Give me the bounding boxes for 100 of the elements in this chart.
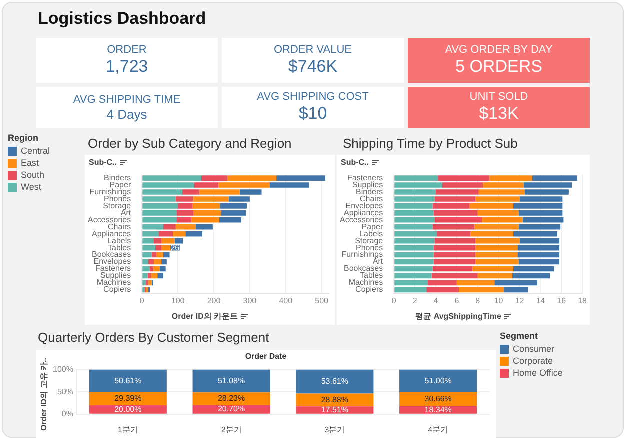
data-label: 30.66%: [424, 394, 452, 404]
text: $13K: [478, 104, 520, 124]
bar: [192, 392, 270, 406]
data-label: 28.88%: [321, 395, 348, 404]
x-tick-label: 2분기: [221, 425, 242, 434]
bar: [142, 266, 150, 272]
bar: [160, 266, 166, 272]
y-tick-label: 50%: [57, 387, 74, 396]
x-tick-label: 0: [140, 296, 145, 306]
bar: [432, 273, 478, 279]
bar: [428, 280, 457, 286]
bar: [434, 252, 476, 258]
bar: [394, 259, 434, 265]
x-tick-label: 6: [454, 296, 460, 306]
y-tick-label: Phones: [104, 194, 132, 204]
y-tick-label: Furnishings: [342, 250, 384, 260]
x-tick-label: 200: [207, 296, 222, 306]
bar: [518, 252, 560, 258]
y-tick-label: Labels: [108, 236, 132, 246]
bar: [162, 245, 171, 251]
legend-label: Consumer: [513, 344, 555, 354]
y-tick-label: Machines: [96, 278, 132, 288]
bar: [192, 405, 270, 414]
data-label: 51.00%: [424, 376, 452, 386]
data-label: 17.51%: [321, 405, 348, 414]
x-tick-label: 2: [412, 296, 418, 306]
bar: [476, 259, 519, 265]
text: AVG SHIPPING COST: [256, 91, 370, 103]
y-tick-label: Phones: [356, 243, 384, 252]
y-tick-label: Copiers: [356, 285, 384, 294]
chart-title: Quarterly Orders By Customer Segment: [38, 330, 270, 345]
legend-label: South: [21, 170, 45, 180]
bar: [394, 245, 434, 251]
bar: [400, 370, 478, 393]
x-tick-label: 0: [392, 296, 397, 306]
chart-title: Shipping Time by Product Sub: [343, 136, 518, 151]
bar: [394, 252, 434, 258]
y-tick-label: Furnishings: [90, 187, 132, 196]
text: ORDER: [106, 44, 148, 56]
bar: [518, 259, 560, 265]
bar: [142, 259, 148, 265]
text: AVG SHIPPING TIME: [72, 94, 182, 106]
bar: [394, 266, 433, 272]
bar: [504, 287, 528, 293]
y-tick-label: Binders: [104, 173, 132, 182]
x-axis-title: 평균 AvgShippingTime: [414, 311, 502, 322]
y-tick-label: Binders: [356, 187, 384, 196]
data-label: 20.00%: [114, 404, 142, 414]
legend-label: Central: [21, 146, 50, 156]
x-tick-label: 14: [536, 296, 546, 306]
y-tick-label: Copiers: [104, 285, 132, 294]
bar: [400, 406, 478, 414]
bar: [432, 266, 473, 272]
text: $10: [298, 104, 328, 124]
y-tick-label: Chairs: [360, 194, 384, 204]
y-tick-label: Envelopes: [346, 201, 384, 210]
y-tick-label: Labels: [360, 229, 384, 238]
bar: [158, 273, 164, 279]
x-tick-label: 10: [494, 296, 504, 306]
bar: [148, 280, 152, 286]
y-tick-label: Bookcases: [344, 264, 384, 274]
x-tick-label: 8: [476, 296, 481, 306]
y-tick-label: Paper: [362, 222, 384, 232]
text: 1,723: [104, 57, 150, 77]
legend-title: Segment: [500, 331, 540, 341]
bar: [426, 287, 460, 293]
bar: [162, 259, 167, 265]
bar: [296, 370, 374, 394]
y-tick-label: Bookcases: [92, 250, 132, 260]
y-tick-label: Storage: [103, 201, 132, 210]
bar: [150, 266, 154, 272]
text: Logistics Dashboard: [38, 9, 206, 29]
x-tick-label: 4분기: [428, 425, 449, 434]
y-axis-title: Sub-C..: [341, 158, 370, 167]
x-tick-label: 3분기: [324, 425, 346, 434]
text: 5 ORDERS: [454, 57, 544, 77]
y-axis-title: Sub-C..: [89, 158, 118, 167]
y-tick-label: Chairs: [108, 222, 132, 232]
x-tick-label: 16: [557, 296, 567, 306]
bar: [142, 273, 148, 279]
bar: [472, 266, 514, 272]
bar: [394, 280, 428, 286]
y-axis-title: Order ID의 고유 카..: [38, 357, 50, 433]
bar: [148, 259, 154, 265]
bar: [151, 273, 158, 279]
bar: [512, 273, 550, 279]
data-label: 18.34%: [424, 405, 452, 414]
legend-label: East: [21, 158, 40, 168]
bar: [459, 287, 504, 293]
bar: [296, 394, 374, 407]
data-label: 20.70%: [218, 404, 246, 414]
bar: [434, 245, 476, 251]
y-tick-label: 0%: [62, 410, 74, 419]
y-tick-label: Tables: [360, 271, 384, 280]
y-tick-label: Supplies: [352, 180, 384, 190]
bar: [518, 245, 560, 251]
x-tick-label: 18: [578, 296, 588, 306]
bar: [142, 245, 156, 251]
data-label: 51.08%: [218, 376, 246, 386]
y-tick-label: 100%: [52, 365, 74, 374]
